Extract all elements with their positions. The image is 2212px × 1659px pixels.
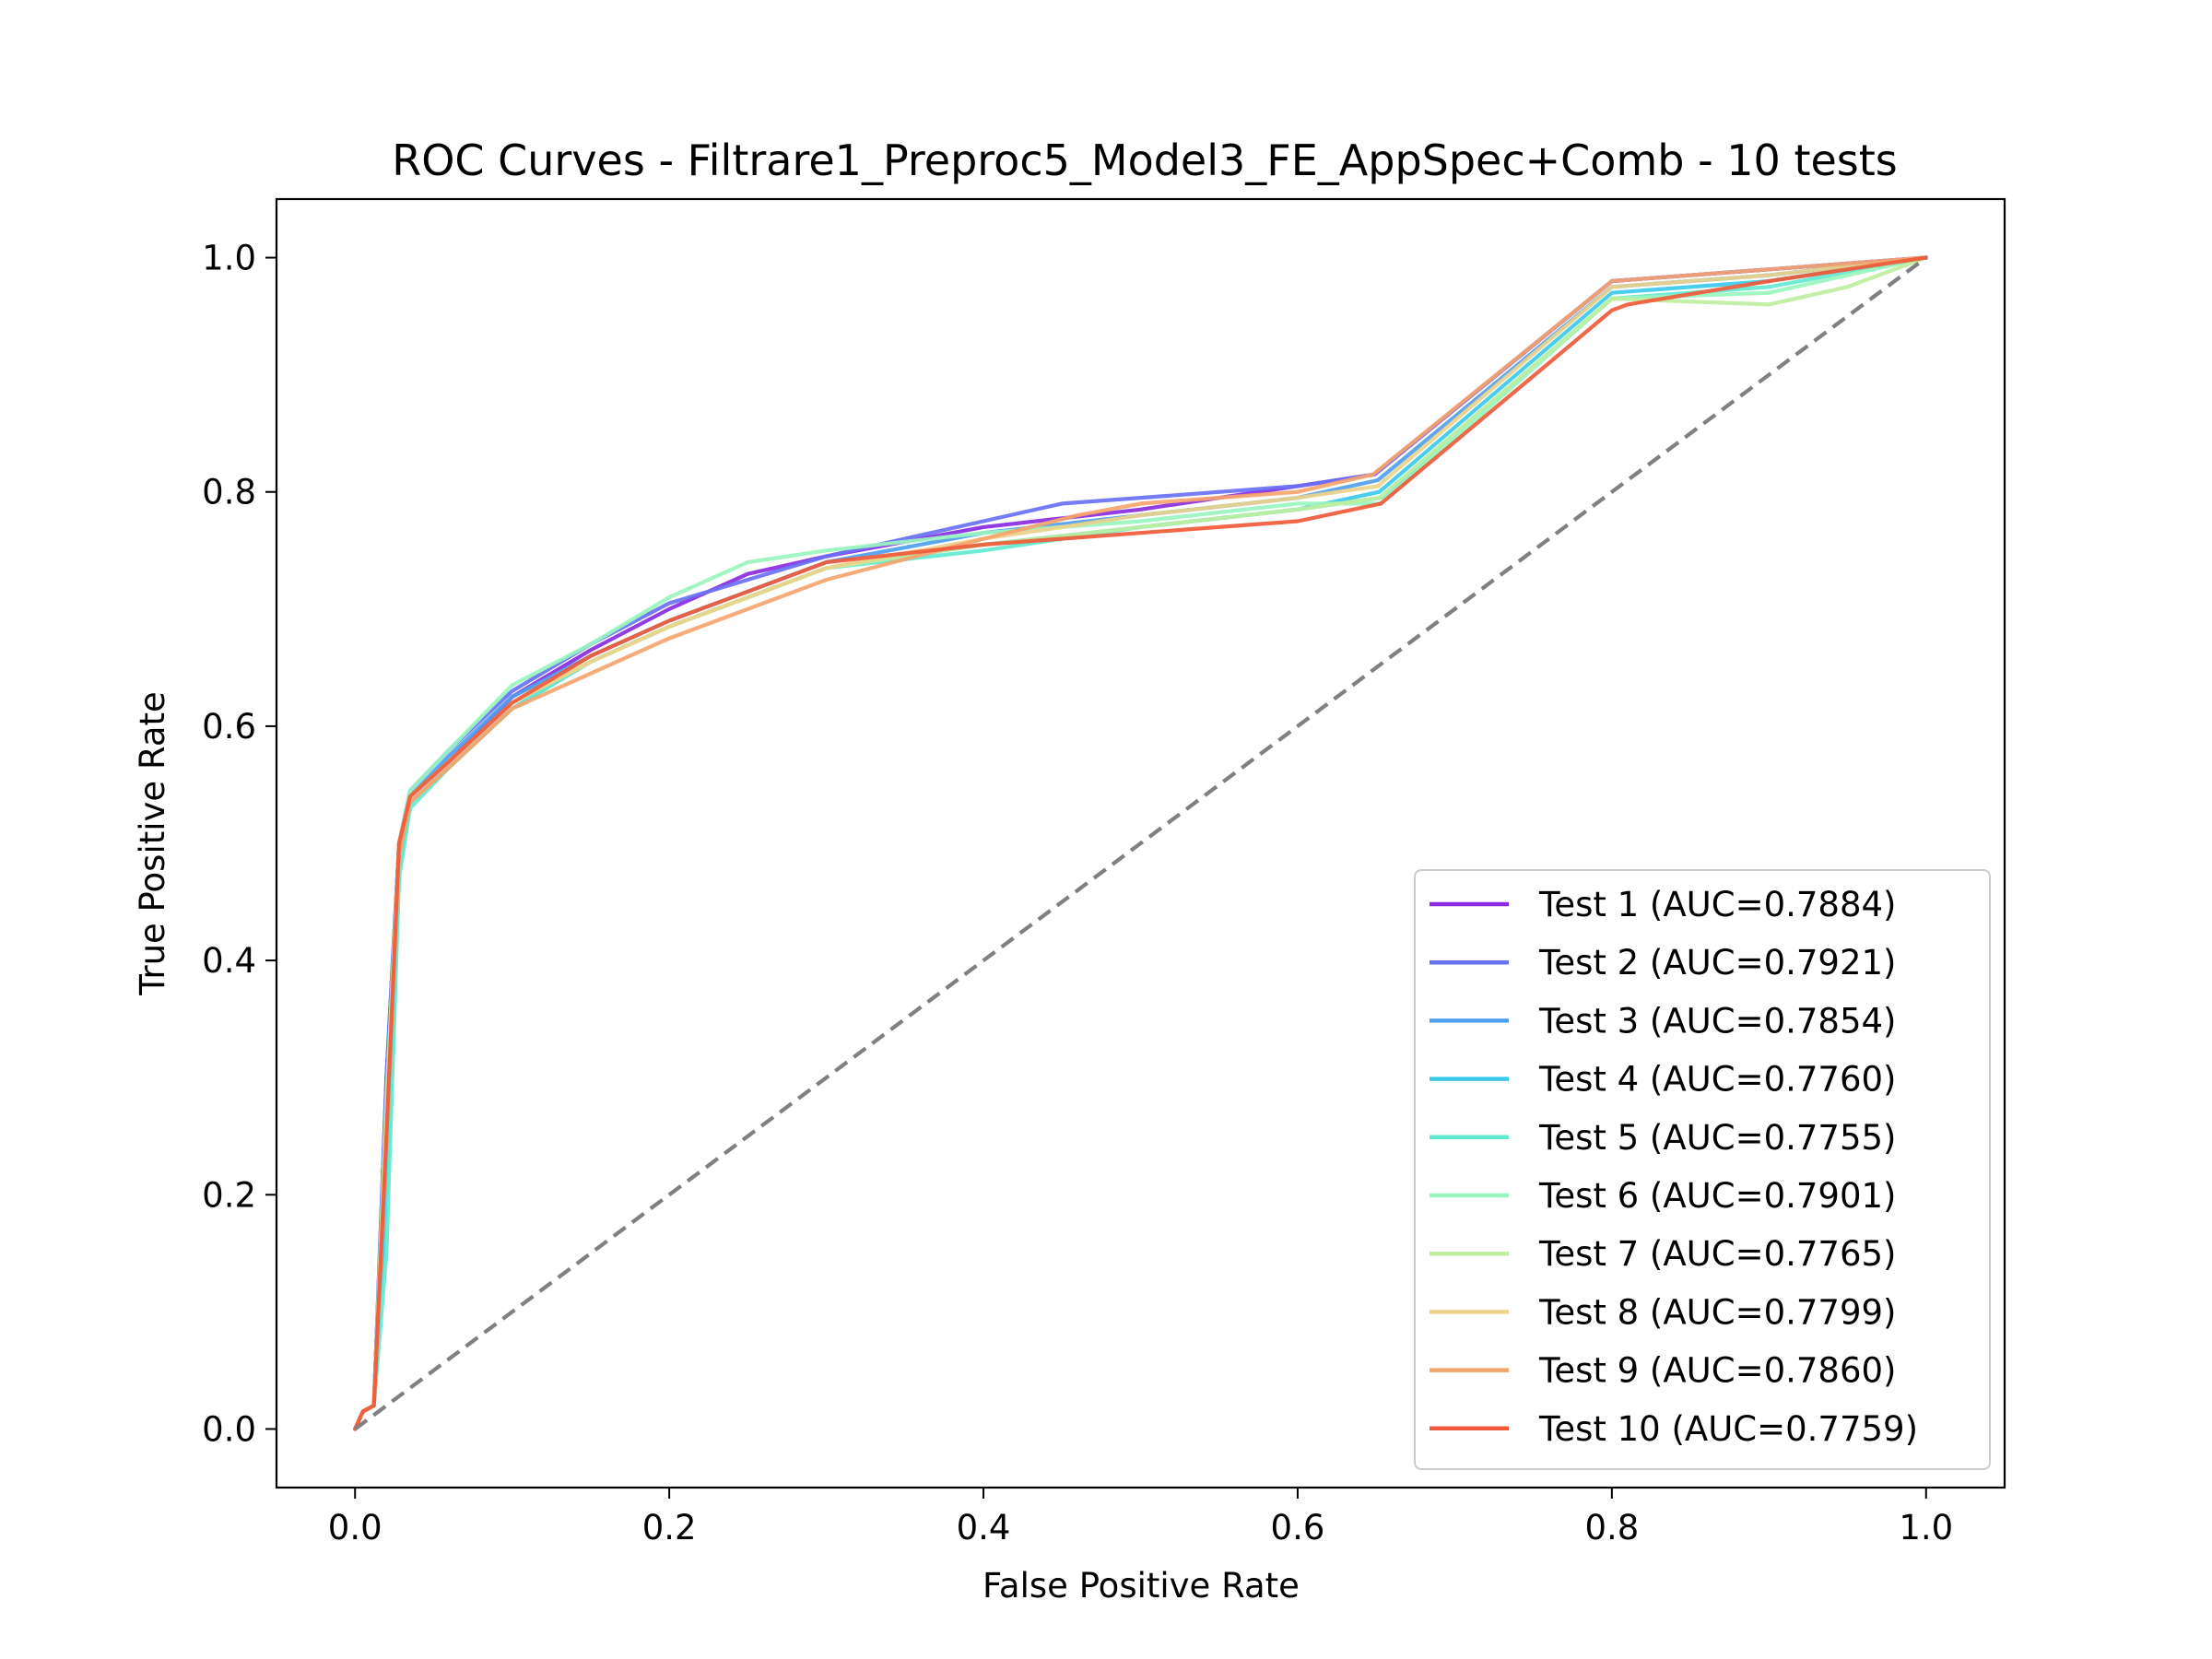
chart-title: ROC Curves - Filtrare1_Preproc5_Model3_F… <box>392 135 1898 185</box>
y-tick-label: 0.6 <box>202 707 256 747</box>
plot-area <box>353 255 1928 1431</box>
legend-box <box>1414 869 1991 1470</box>
x-tick-label: 0.0 <box>328 1508 382 1547</box>
x-tick-label: 0.4 <box>957 1508 1011 1547</box>
legend-label-test-5: Test 5 (AUC=0.7755) <box>1538 1118 1897 1158</box>
legend-label-test-7: Test 7 (AUC=0.7765) <box>1538 1234 1897 1274</box>
legend-label-test-10: Test 10 (AUC=0.7759) <box>1538 1409 1918 1449</box>
x-tick-label: 0.8 <box>1584 1508 1639 1547</box>
y-tick-label: 1.0 <box>202 239 256 278</box>
x-tick-label: 0.6 <box>1271 1508 1325 1547</box>
y-tick-label: 0.8 <box>202 473 256 512</box>
y-tick-label: 0.4 <box>202 941 256 981</box>
y-tick-label: 0.0 <box>202 1409 256 1449</box>
x-tick-label: 0.2 <box>642 1508 697 1547</box>
x-tick-label: 1.0 <box>1899 1508 1953 1547</box>
axis-ticks: 0.0 0.2 0.4 0.6 0.8 1.0 0.0 0.2 0.4 0.6 0.8 1.0 <box>202 239 1953 1547</box>
legend: Test 1 (AUC=0.7884) Test 2 (AUC=0.7921) Te… <box>1414 869 1991 1470</box>
legend-label-test-1: Test 1 (AUC=0.7884) <box>1538 885 1897 924</box>
legend-label-test-3: Test 3 (AUC=0.7854) <box>1538 1001 1897 1041</box>
legend-label-test-8: Test 8 (AUC=0.7799) <box>1538 1292 1897 1332</box>
plot-frame <box>275 197 2006 1489</box>
y-axis-label: True Positive Rate <box>133 691 172 996</box>
roc-line-test-10 <box>353 255 1928 1431</box>
legend-label-test-4: Test 4 (AUC=0.7760) <box>1538 1060 1897 1100</box>
chance-diagonal-line <box>353 255 1928 1431</box>
legend-label-test-6: Test 6 (AUC=0.7901) <box>1538 1176 1897 1216</box>
legend-label-test-9: Test 9 (AUC=0.7860) <box>1538 1351 1897 1391</box>
x-axis-label: False Positive Rate <box>982 1566 1300 1606</box>
y-tick-label: 0.2 <box>202 1175 256 1215</box>
legend-label-test-2: Test 2 (AUC=0.7921) <box>1538 943 1897 982</box>
